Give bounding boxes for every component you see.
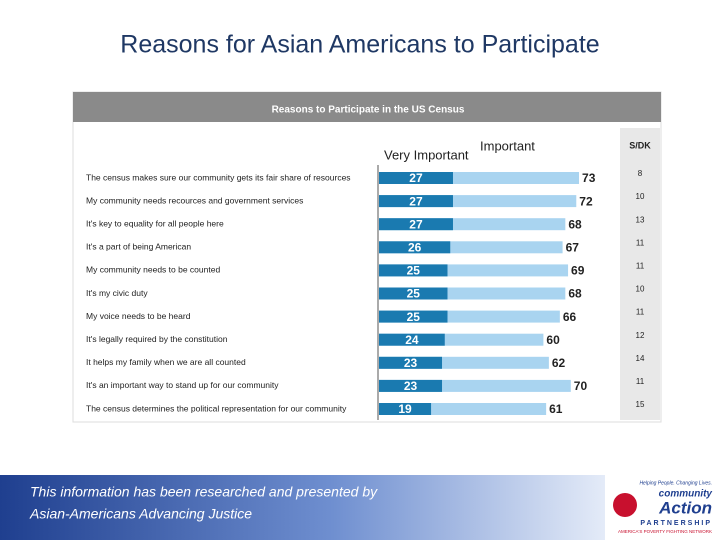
bar-very-important [379,287,448,300]
chart-subtitle: Reasons to Participate in the US Census [272,105,465,116]
value-label: 23 [404,356,418,370]
category-label: It's a part of being American [86,242,191,252]
dk-header: S/DK [629,140,651,150]
dk-value: 11 [636,238,645,247]
legend-label: Very Important [384,147,469,162]
value-label: 23 [404,379,418,393]
dk-value: 11 [636,262,645,271]
logo-text: Action [658,498,712,517]
category-label: It's an important way to stand up for ou… [86,380,279,390]
logo-text: PARTNERSHIP [640,520,712,527]
category-label: It helps my family when we are all count… [86,357,246,367]
value-label: 60 [546,333,560,347]
chart-panel [72,91,662,423]
value-label: 68 [568,287,582,301]
category-label: It's my civic duty [86,288,148,298]
value-label: 69 [571,264,585,278]
value-label: 26 [408,240,422,254]
dk-value: 10 [636,192,645,201]
bar-very-important [379,241,451,254]
value-label: 19 [398,402,412,416]
slide-title: Reasons for Asian Americans to Participa… [120,31,599,59]
footer-text: Asian-Americans Advancing Justice [29,506,252,522]
dk-value: 15 [636,400,645,409]
value-label: 27 [409,194,423,208]
category-label: My voice needs to be heard [86,311,191,321]
value-label: 27 [409,217,423,231]
category-label: It's legally required by the constitutio… [86,334,228,344]
logo: Helping People. Changing Lives. communit… [613,480,712,534]
bar-very-important [379,356,443,369]
footer-band [0,475,605,540]
category-label: My community needs to be counted [86,265,220,275]
value-label: 67 [566,240,580,254]
bar-very-important [379,172,453,184]
value-label: 72 [579,194,593,208]
footer-text: This information has been researched and… [30,484,378,500]
dk-value: 14 [636,354,645,363]
category-label: It's key to equality for all people here [86,218,224,228]
bar-very-important [379,403,432,415]
dk-value: 10 [636,285,645,294]
dk-value: 11 [636,308,645,317]
value-label: 27 [409,171,423,185]
dk-panel [620,128,660,420]
logo-text: community [659,489,713,500]
category-label: My community needs recources and governm… [86,195,303,205]
value-label: 70 [574,379,588,393]
value-label: 25 [407,310,421,324]
bar-very-important [379,333,445,346]
value-label: 66 [563,310,577,324]
dk-value: 11 [636,377,645,386]
logo-tagline: Helping People. Changing Lives. [639,480,712,486]
bar-very-important [379,195,453,208]
value-label: 25 [407,287,421,301]
logo-text: AMERICA'S POVERTY FIGHTING NETWORK [618,529,712,534]
dk-value: 13 [636,215,645,224]
bar-very-important [379,218,453,231]
chart-header [73,92,661,122]
value-label: 68 [568,217,582,231]
value-label: 61 [549,402,563,416]
value-label: 24 [405,333,419,347]
logo-heart [613,493,637,517]
value-label: 73 [582,171,596,185]
category-label: The census determines the political repr… [86,403,347,413]
dk-value: 12 [636,331,645,340]
bar-very-important [379,264,448,277]
legend-label: Important [480,138,535,153]
bar-very-important [379,310,448,323]
dk-value: 8 [638,169,643,178]
bar-very-important [379,379,443,392]
category-label: The census makes sure our community gets… [86,172,351,182]
value-label: 25 [407,264,421,278]
value-label: 62 [552,356,566,370]
